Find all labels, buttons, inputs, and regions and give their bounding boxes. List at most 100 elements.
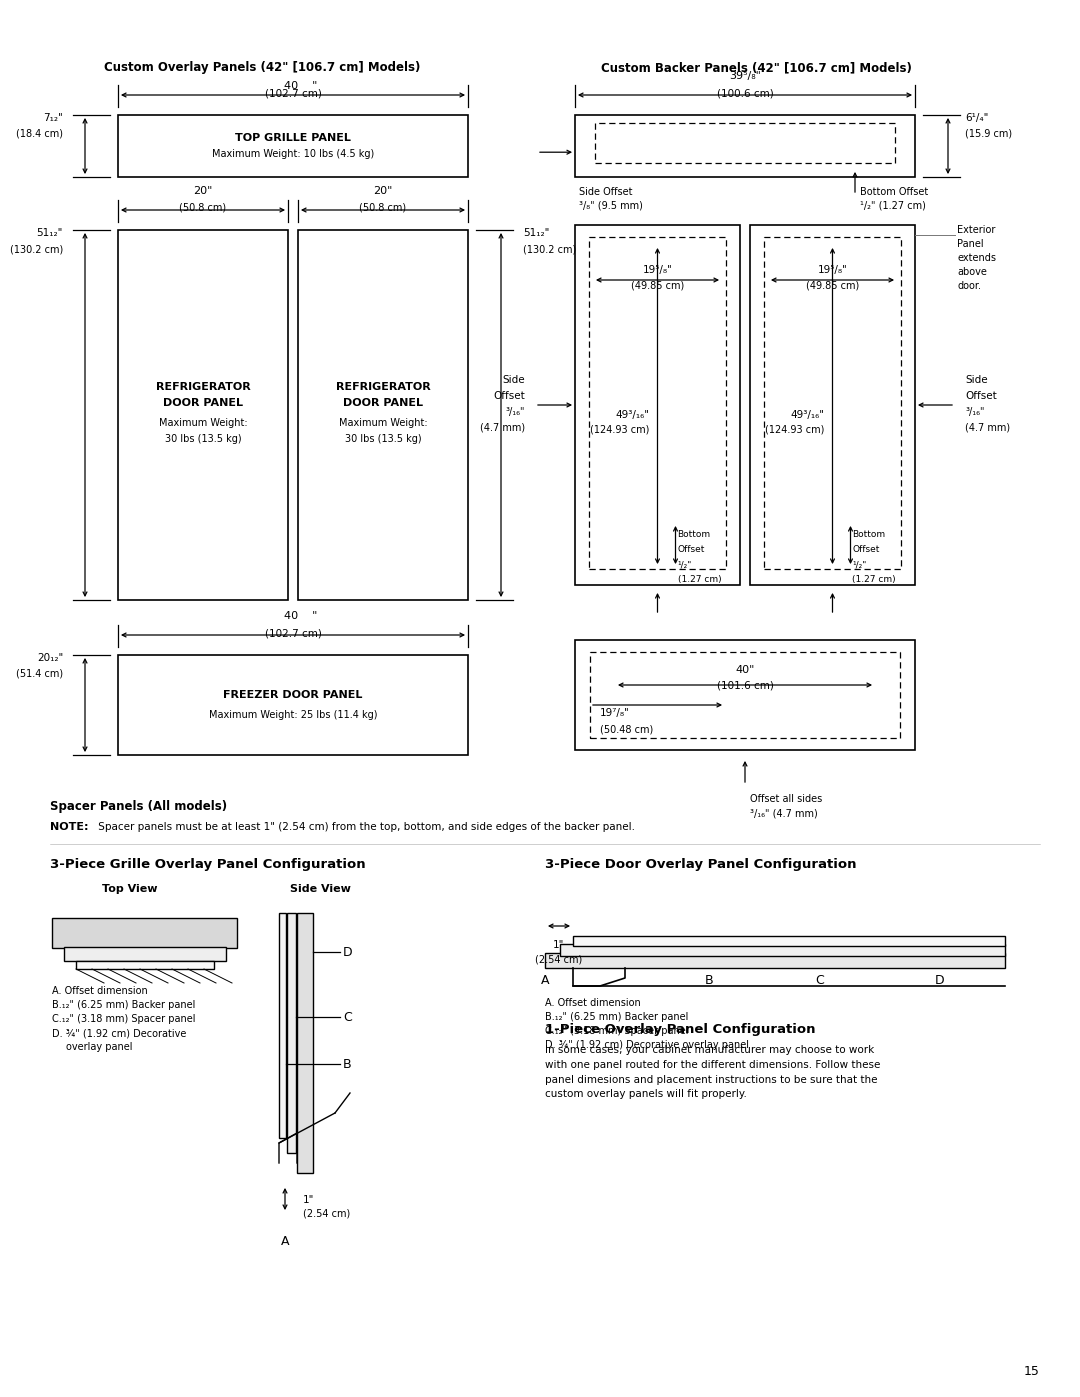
Text: Spacer Panels (All models): Spacer Panels (All models)	[50, 800, 227, 813]
Bar	[297, 914, 313, 1173]
Bar	[575, 640, 915, 750]
Bar	[545, 953, 1005, 968]
Text: (51.4 cm): (51.4 cm)	[16, 669, 63, 679]
Bar	[595, 123, 895, 163]
Bar	[287, 914, 296, 1153]
Text: ¹/₂" (1.27 cm): ¹/₂" (1.27 cm)	[860, 201, 926, 211]
Text: (4.7 mm): (4.7 mm)	[966, 423, 1010, 433]
Text: 39⁵/₈": 39⁵/₈"	[729, 71, 761, 81]
Text: 30 lbs (13.5 kg): 30 lbs (13.5 kg)	[345, 434, 421, 444]
Text: (124.93 cm): (124.93 cm)	[590, 425, 649, 434]
Text: C: C	[343, 1011, 352, 1024]
Text: 15: 15	[1024, 1365, 1040, 1377]
Text: 49³/₁₆": 49³/₁₆"	[791, 409, 824, 420]
Bar	[573, 936, 1005, 946]
Bar	[561, 944, 1005, 956]
Text: (130.2 cm): (130.2 cm)	[10, 244, 63, 254]
Text: B: B	[343, 1058, 352, 1070]
Text: (49.85 cm): (49.85 cm)	[806, 279, 859, 291]
Bar	[64, 947, 226, 961]
Text: Offset: Offset	[966, 391, 997, 401]
Text: Bottom: Bottom	[852, 529, 886, 539]
Text: Bottom Offset: Bottom Offset	[860, 187, 928, 197]
Text: (18.4 cm): (18.4 cm)	[16, 129, 63, 138]
Text: 19⁷/₈": 19⁷/₈"	[600, 708, 630, 718]
Text: Exterior: Exterior	[957, 225, 996, 235]
Bar	[118, 655, 468, 754]
Bar	[279, 914, 286, 1139]
Text: ¹/₂": ¹/₂"	[852, 560, 867, 569]
Text: A. Offset dimension: A. Offset dimension	[545, 997, 640, 1009]
Text: 20₁₂": 20₁₂"	[37, 652, 63, 664]
Bar	[76, 961, 214, 970]
Text: door.: door.	[957, 281, 981, 291]
Text: (1.27 cm): (1.27 cm)	[677, 576, 721, 584]
Text: (49.85 cm): (49.85 cm)	[631, 279, 684, 291]
Text: Maximum Weight:: Maximum Weight:	[339, 418, 428, 427]
Text: above: above	[957, 267, 987, 277]
Bar	[590, 652, 900, 738]
Text: 3-Piece Door Overlay Panel Configuration: 3-Piece Door Overlay Panel Configuration	[545, 858, 856, 870]
Text: A: A	[541, 974, 550, 988]
Text: B.₁₂" (6.25 mm) Backer panel: B.₁₂" (6.25 mm) Backer panel	[52, 1000, 195, 1010]
Bar	[118, 115, 468, 177]
Text: DOOR PANEL: DOOR PANEL	[343, 398, 423, 408]
Text: (1.27 cm): (1.27 cm)	[852, 576, 896, 584]
Text: FREEZER DOOR PANEL: FREEZER DOOR PANEL	[224, 690, 363, 700]
Bar	[575, 225, 740, 585]
Text: Bottom: Bottom	[677, 529, 711, 539]
Text: B: B	[705, 974, 714, 988]
Text: (102.7 cm): (102.7 cm)	[265, 88, 322, 98]
Text: Maximum Weight:: Maximum Weight:	[159, 418, 247, 427]
Text: Custom Overlay Panels (42" [106.7 cm] Models): Custom Overlay Panels (42" [106.7 cm] Mo…	[104, 61, 420, 74]
Text: Maximum Weight: 10 lbs (4.5 kg): Maximum Weight: 10 lbs (4.5 kg)	[212, 149, 374, 159]
Text: C.₁₂" (3.18 mm) Spacer panel: C.₁₂" (3.18 mm) Spacer panel	[52, 1014, 195, 1024]
Text: (50.48 cm): (50.48 cm)	[600, 724, 653, 733]
Text: 40    ": 40 "	[284, 610, 318, 622]
Text: C: C	[815, 974, 824, 988]
Text: 20": 20"	[374, 186, 393, 196]
Text: Maximum Weight: 25 lbs (11.4 kg): Maximum Weight: 25 lbs (11.4 kg)	[208, 710, 377, 719]
Text: TOP GRILLE PANEL: TOP GRILLE PANEL	[235, 133, 351, 142]
Text: D: D	[935, 974, 945, 988]
Text: D: D	[343, 946, 353, 958]
Text: NOTE:: NOTE:	[50, 821, 89, 833]
Text: 49³/₁₆": 49³/₁₆"	[616, 409, 649, 420]
Text: 40": 40"	[735, 665, 755, 675]
Text: 1": 1"	[303, 1194, 314, 1206]
Bar	[118, 231, 288, 599]
Text: Offset: Offset	[852, 545, 880, 555]
Text: 51₁₂": 51₁₂"	[523, 228, 550, 237]
Text: (2.54 cm): (2.54 cm)	[303, 1208, 350, 1218]
Text: 1": 1"	[553, 940, 565, 950]
Text: (124.93 cm): (124.93 cm)	[765, 425, 824, 434]
Text: ³/₁₆": ³/₁₆"	[966, 407, 985, 416]
Text: Side Offset: Side Offset	[579, 187, 633, 197]
Text: C.₁₂" (3.18 mm) Spacer panel: C.₁₂" (3.18 mm) Spacer panel	[545, 1025, 689, 1037]
Bar	[298, 231, 468, 599]
Text: (100.6 cm): (100.6 cm)	[717, 88, 773, 98]
Text: A: A	[281, 1235, 289, 1248]
Text: Offset: Offset	[677, 545, 705, 555]
Text: 19⁵/₈": 19⁵/₈"	[643, 265, 673, 275]
Text: (130.2 cm): (130.2 cm)	[523, 244, 577, 254]
Text: 30 lbs (13.5 kg): 30 lbs (13.5 kg)	[164, 434, 241, 444]
Text: ³/₁₆" (4.7 mm): ³/₁₆" (4.7 mm)	[750, 807, 818, 819]
Text: Spacer panels must be at least 1" (2.54 cm) from the top, bottom, and side edges: Spacer panels must be at least 1" (2.54 …	[95, 821, 635, 833]
Text: Side: Side	[502, 374, 525, 386]
Text: 20": 20"	[193, 186, 213, 196]
Text: A. Offset dimension: A. Offset dimension	[52, 986, 148, 996]
Text: ³/₁₆": ³/₁₆"	[505, 407, 525, 416]
Text: (102.7 cm): (102.7 cm)	[265, 629, 322, 638]
Text: (2.54 cm): (2.54 cm)	[536, 954, 582, 964]
Text: overlay panel: overlay panel	[66, 1042, 133, 1052]
Text: 51₁₂": 51₁₂"	[37, 228, 63, 237]
Text: (50.8 cm): (50.8 cm)	[179, 203, 227, 212]
Text: extends: extends	[957, 253, 996, 263]
Text: 40    ": 40 "	[284, 81, 318, 91]
Text: (50.8 cm): (50.8 cm)	[360, 203, 406, 212]
Text: 1-Piece Overlay Panel Configuration: 1-Piece Overlay Panel Configuration	[545, 1023, 815, 1037]
Text: Side View: Side View	[289, 884, 350, 894]
Text: Offset: Offset	[494, 391, 525, 401]
Text: In some cases, your cabinet manufacturer may choose to work
with one panel route: In some cases, your cabinet manufacturer…	[545, 1045, 880, 1099]
